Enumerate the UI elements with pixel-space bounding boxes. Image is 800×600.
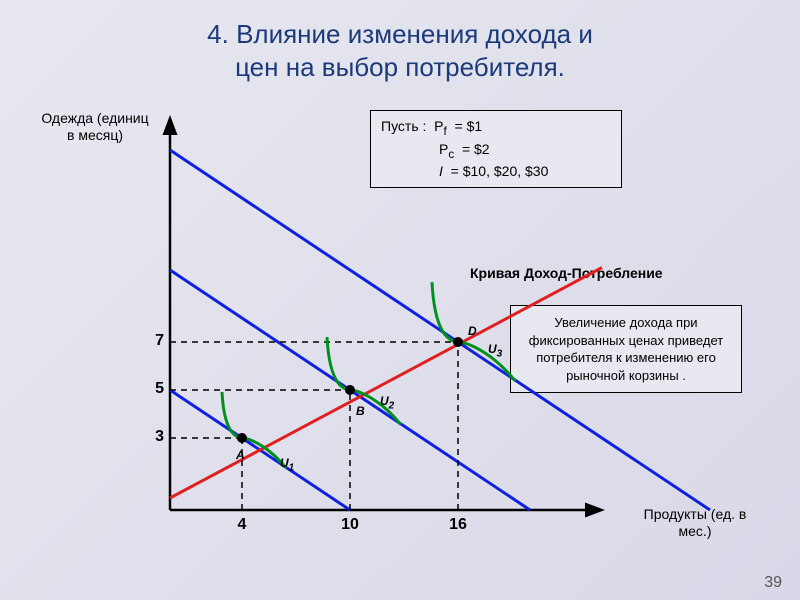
title-line1: 4. Влияние изменения дохода и [207, 19, 593, 49]
x-tick-4: 4 [227, 516, 257, 534]
curve-label-U3: U3 [488, 342, 502, 359]
chart-container: Одежда (единиц в месяц) Продукты (ед. в … [40, 110, 760, 570]
title-line2: цен на выбор потребителя. [235, 52, 565, 82]
curve-label-U2: U2 [380, 394, 394, 411]
y-tick-3: 3 [140, 428, 164, 446]
point-label-D: D [468, 324, 477, 338]
point-label-A: A [236, 448, 245, 462]
x-tick-10: 10 [335, 516, 365, 534]
y-tick-5: 5 [140, 380, 164, 398]
curve-label-U1: U1 [280, 456, 294, 473]
y-tick-7: 7 [140, 332, 164, 350]
point-label-B: B [356, 404, 365, 418]
x-tick-16: 16 [443, 516, 473, 534]
slide-number: 39 [764, 574, 782, 592]
slide-title: 4. Влияние изменения дохода и цен на выб… [0, 0, 800, 83]
